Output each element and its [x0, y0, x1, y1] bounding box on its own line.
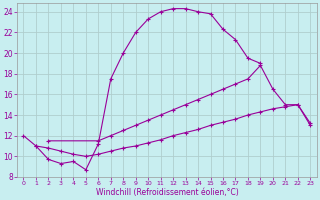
- X-axis label: Windchill (Refroidissement éolien,°C): Windchill (Refroidissement éolien,°C): [96, 188, 238, 197]
